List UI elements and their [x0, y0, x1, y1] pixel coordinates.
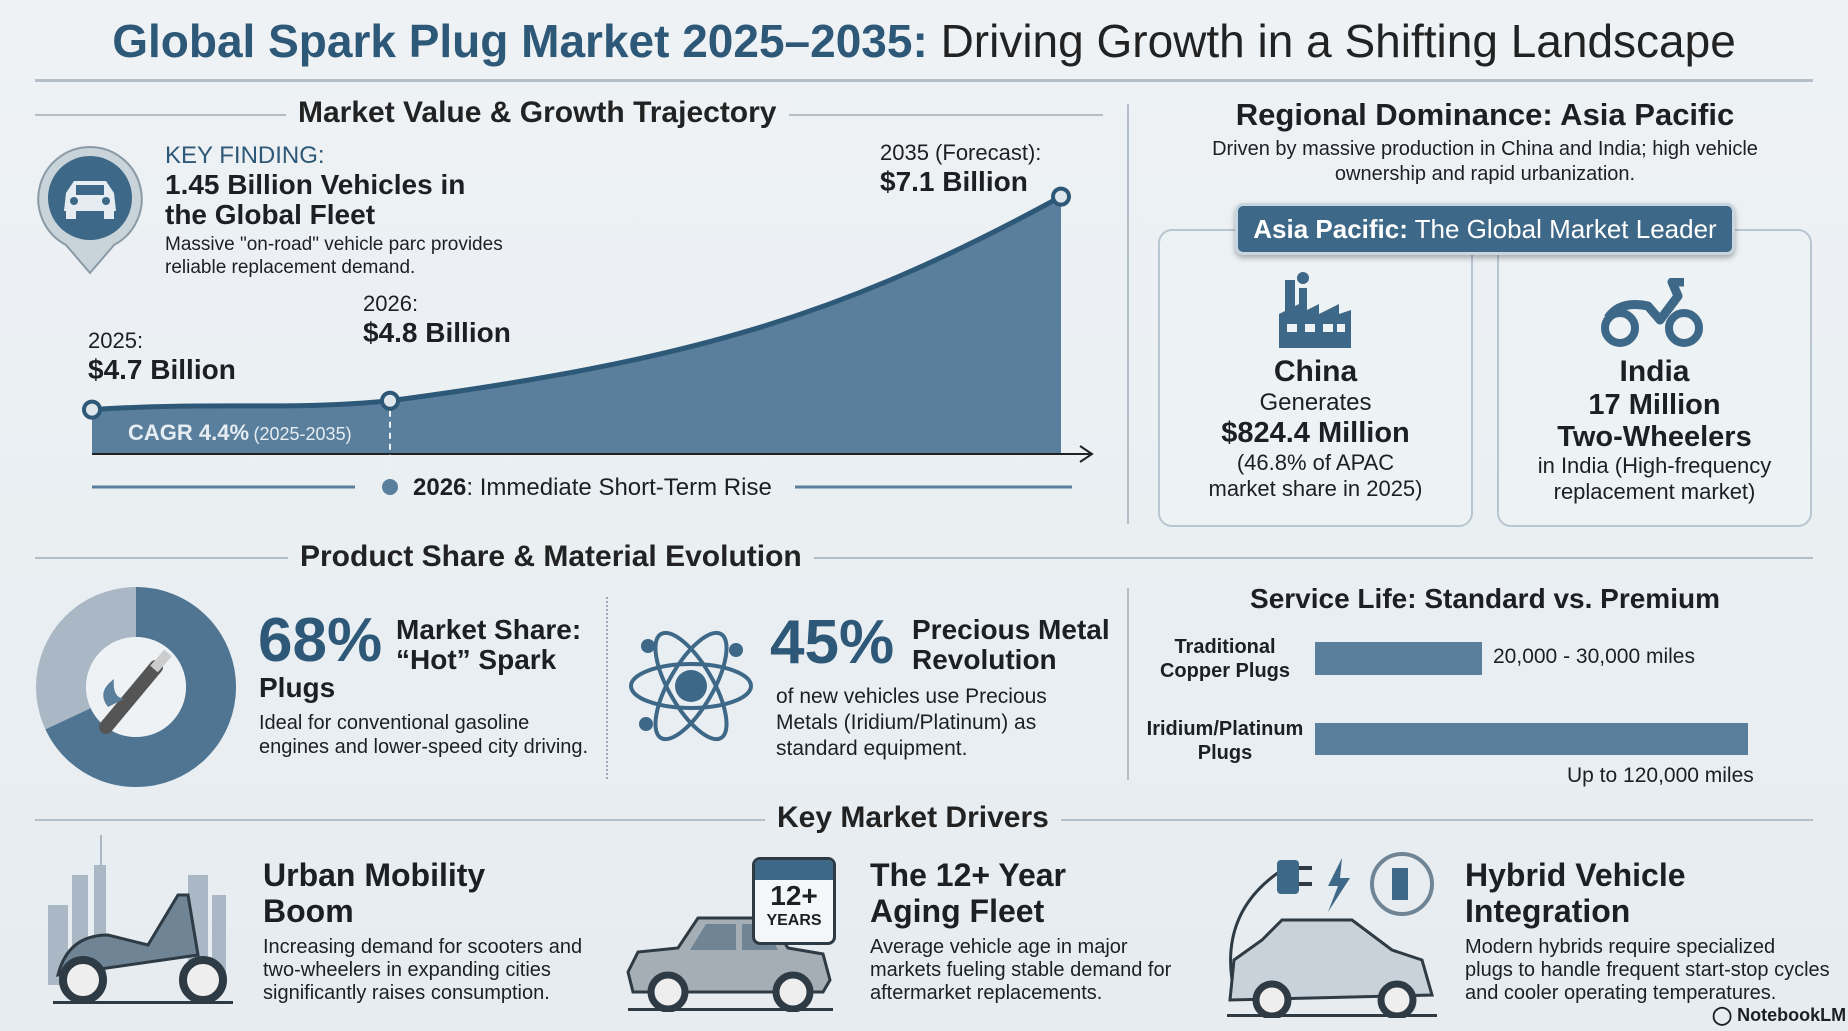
car-pin-icon: [37, 145, 143, 275]
hot-plug-title: Market Share: “Hot” Spark: [396, 614, 582, 675]
regional-heading: Regional Dominance: Asia Pacific: [1235, 97, 1735, 132]
service-heading: Service Life: Standard vs. Premium: [1250, 583, 1720, 614]
india-details: India 17 Million Two-Wheelers in India (…: [1537, 355, 1772, 504]
china-card: [1158, 229, 1473, 527]
point-label-2035: 2035 (Forecast): $7.1 Billion: [880, 140, 1042, 197]
precious-stat: 45%: [770, 608, 895, 677]
drivers-heading: Key Market Drivers: [765, 801, 1061, 835]
data-point-2035: [1051, 186, 1071, 207]
hot-plug-stat: 68%: [258, 606, 383, 675]
hot-plug-title-3: Plugs: [259, 672, 336, 703]
notebooklm-brand: ◯ NotebookLM: [1712, 1005, 1847, 1025]
factory-icon: [1279, 272, 1351, 348]
page-title: Global Spark Plug Market 2025–2035: Driv…: [112, 15, 1736, 67]
key-finding: KEY FINDING: 1.45 Billion Vehicles in th…: [165, 142, 503, 278]
precious-desc: of new vehicles use Precious Metals (Irid…: [776, 685, 1047, 760]
service-label-copper: Traditional Copper Plugs: [1159, 636, 1290, 682]
precious-title: Precious Metal Revolution: [912, 614, 1110, 675]
column-divider: [1127, 588, 1129, 780]
dotted-divider: [606, 597, 608, 779]
growth-line: [91, 194, 1063, 413]
share-donut-chart: [36, 587, 236, 787]
data-point-2026: [380, 390, 400, 411]
service-bar-iridium: [1315, 723, 1748, 755]
product-heading: Product Share & Material Evolution: [288, 540, 814, 574]
hybrid-car-icon: [1227, 852, 1437, 1018]
spark-plug-icon: [99, 649, 172, 734]
service-value-copper: 20,000 - 30,000 miles: [1493, 645, 1695, 668]
title-divider: [35, 79, 1813, 82]
market-heading: Market Value & Growth Trajectory: [286, 96, 789, 130]
city-scooter-icon: [48, 835, 233, 1004]
divider: [35, 557, 1813, 559]
column-divider: [1127, 104, 1129, 524]
x-axis-arrow: [1079, 445, 1094, 463]
cagr-label: CAGR 4.4% (2025-2035): [128, 420, 352, 445]
atom-icon: [629, 630, 753, 742]
scooter-icon: [1601, 278, 1703, 347]
hot-plug-desc: Ideal for conventional gasoline engines a…: [259, 712, 589, 758]
driver-aging: The 12+ Year Aging Fleet Average vehicle …: [870, 857, 1172, 1004]
callout-label: 2026: Immediate Short-Term Rise: [413, 474, 772, 501]
service-label-iridium: Iridium/Platinum Plugs: [1146, 718, 1304, 764]
callout-dot: [382, 479, 398, 495]
driver-hybrid: Hybrid Vehicle Integration Modern hybrids…: [1465, 857, 1830, 1004]
data-point-2025: [82, 399, 102, 420]
regional-subtitle: Driven by massive production in China an…: [1212, 138, 1758, 185]
calendar-icon: 12+ YEARS: [752, 857, 836, 945]
point-label-2026: 2026: $4.8 Billion: [363, 291, 511, 348]
india-card: [1497, 229, 1812, 527]
driver-urban: Urban Mobility Boom Increasing demand for…: [263, 857, 583, 1004]
china-details: China Generates $824.4 Million (46.8% of…: [1208, 355, 1423, 501]
region-badge: Asia Pacific: The Global Market Leader: [1235, 203, 1735, 255]
point-label-2025: 2025: $4.7 Billion: [88, 328, 236, 385]
service-bar-copper: [1315, 642, 1482, 675]
growth-area: [92, 196, 1061, 454]
service-value-iridium: Up to 120,000 miles: [1567, 764, 1754, 787]
donut-share-arc: [36, 587, 236, 787]
